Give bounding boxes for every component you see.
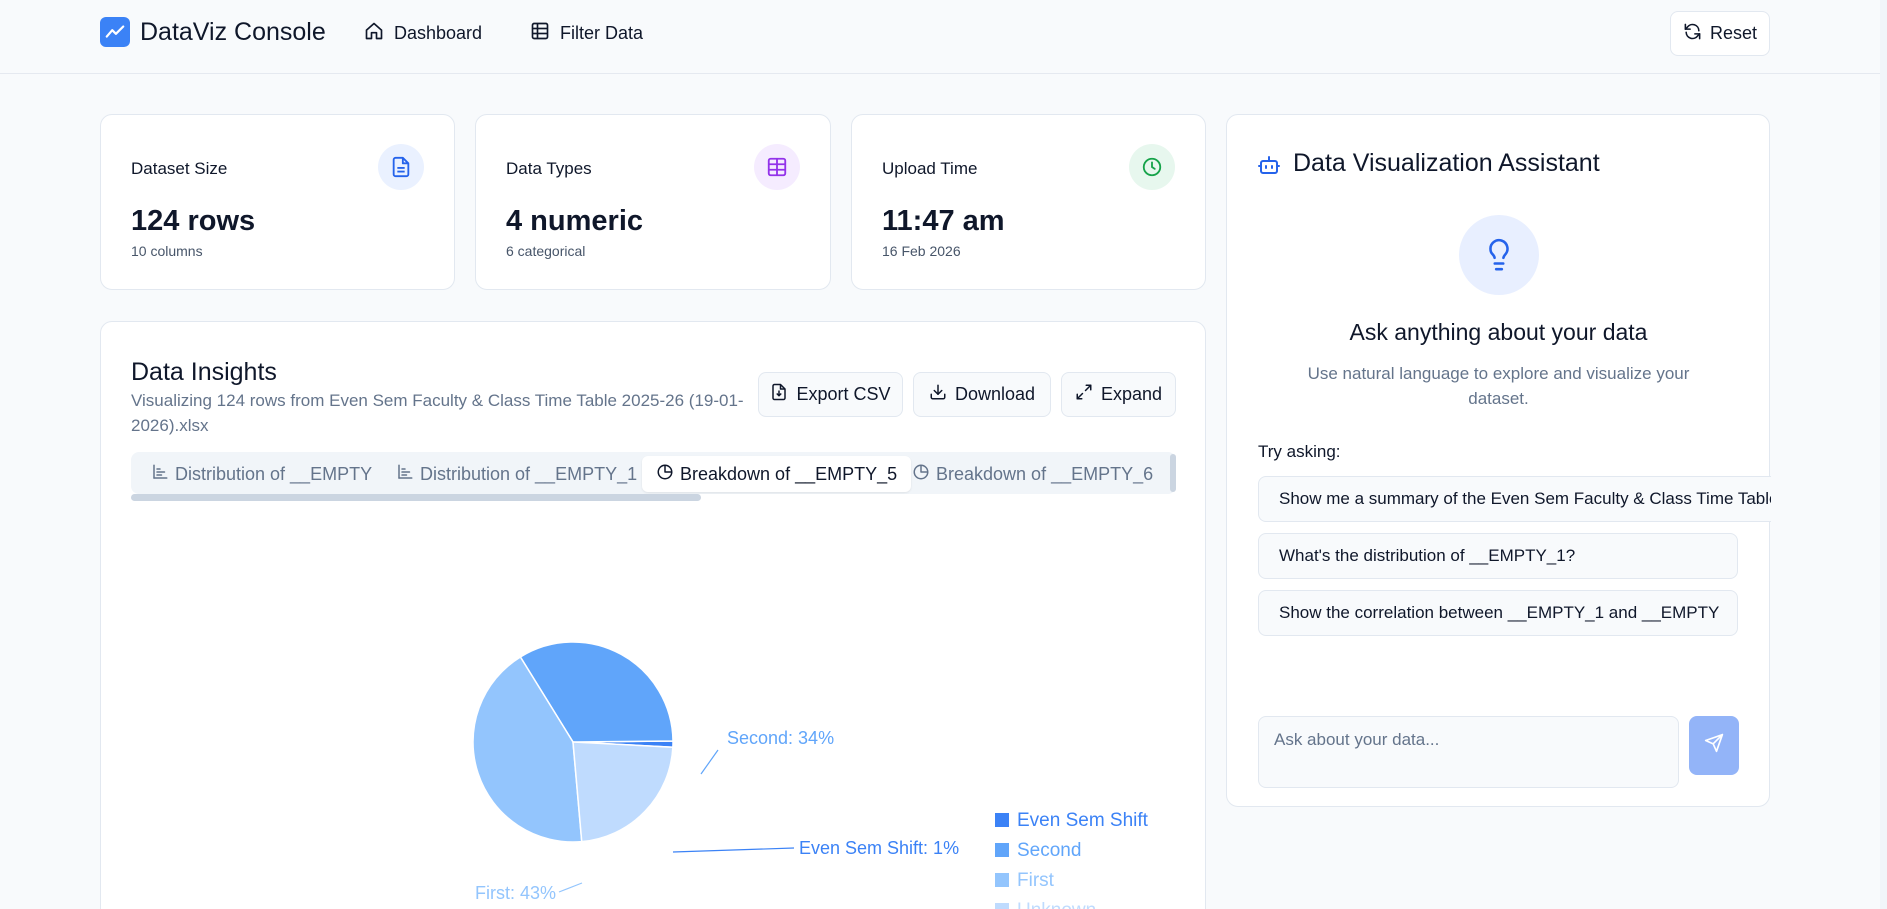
brand[interactable]: DataViz Console xyxy=(100,17,326,47)
legend-swatch xyxy=(995,843,1009,857)
reset-label: Reset xyxy=(1709,23,1758,43)
download-button[interactable]: Download xyxy=(913,372,1051,417)
pie-chart: Second: 34% Even Sem Shift: 1% First: 43% U… xyxy=(472,641,1149,909)
stat-label: Upload Time xyxy=(882,159,978,178)
pie-chart-icon xyxy=(912,463,930,486)
tabs-scrollbar-thumb[interactable] xyxy=(131,494,701,501)
send-icon xyxy=(1704,733,1724,758)
pie-leader-line xyxy=(700,749,719,775)
home-icon xyxy=(364,21,384,46)
tab-label: Breakdown of __EMPTY_6 xyxy=(936,463,1154,484)
assistant-heading: Ask anything about your data xyxy=(1349,319,1648,345)
pie-slice-second[interactable] xyxy=(519,641,674,743)
legend-swatch xyxy=(995,813,1009,827)
assistant-panel: Data Visualization Assistant Ask anythin… xyxy=(1226,114,1771,807)
tab-distribution-empty-1[interactable]: Distribution of __EMPTY_1 xyxy=(382,456,651,492)
stat-sub: 16 Feb 2026 xyxy=(882,243,961,259)
tab-distribution-empty[interactable]: Distribution of __EMPTY xyxy=(137,456,386,492)
nav-filter-data-label: Filter Data xyxy=(560,23,644,43)
nav-filter-data[interactable]: Filter Data xyxy=(530,21,643,46)
bot-icon xyxy=(1257,153,1281,182)
table-icon xyxy=(530,21,550,46)
nav-dashboard[interactable]: Dashboard xyxy=(364,21,482,46)
chart-line-icon xyxy=(100,17,130,47)
insights-subtitle: Visualizing 124 rows from Even Sem Facul… xyxy=(131,391,744,435)
export-csv-button[interactable]: Export CSV xyxy=(758,372,903,417)
tab-label: Distribution of __EMPTY_1 xyxy=(420,463,638,484)
suggestion-correlation[interactable]: Show the correlation between __EMPTY_1 a… xyxy=(1258,590,1738,636)
bar-chart-icon xyxy=(151,463,169,486)
legend-label[interactable]: Second xyxy=(1017,840,1081,861)
stat-card-data-types: Data Types 4 numeric 6 categorical xyxy=(475,114,831,290)
expand-button[interactable]: Expand xyxy=(1061,372,1176,417)
pie-slice-first[interactable] xyxy=(472,655,583,843)
stat-value: 4 numeric xyxy=(506,205,643,237)
download-icon xyxy=(929,383,947,406)
insights-title: Data Insights xyxy=(131,358,277,386)
file-export-icon xyxy=(770,383,788,406)
download-label: Download xyxy=(954,384,1036,404)
stat-label: Data Types xyxy=(506,159,592,178)
data-insights-card: Data Insights Visualizing 124 rows from … xyxy=(100,321,1206,909)
bar-chart-icon xyxy=(396,463,414,486)
stat-card-dataset-size: Dataset Size 124 rows 10 columns xyxy=(100,114,455,290)
pie-slice-label: Second: 34% xyxy=(727,728,834,748)
tab-breakdown-empty-6[interactable]: Breakdown of __EMPTY_6 xyxy=(898,456,1167,492)
try-asking-label: Try asking: xyxy=(1258,442,1341,461)
pie-leader-line xyxy=(672,847,795,853)
expand-label: Expand xyxy=(1100,384,1163,404)
refresh-icon xyxy=(1683,22,1702,46)
tab-label: Distribution of __EMPTY xyxy=(175,463,373,484)
stat-value: 124 rows xyxy=(131,205,256,237)
lightbulb-icon xyxy=(1459,215,1539,295)
send-button[interactable] xyxy=(1689,716,1739,775)
tab-label: Breakdown of __EMPTY_5 xyxy=(680,463,898,484)
export-csv-label: Export CSV xyxy=(796,384,891,404)
clock-icon xyxy=(1129,144,1175,190)
stat-card-upload-time: Upload Time 11:47 am 16 Feb 2026 xyxy=(851,114,1206,290)
assistant-title: Data Visualization Assistant xyxy=(1293,149,1600,177)
expand-icon xyxy=(1075,383,1093,406)
chart-tabs: Distribution of __EMPTY Distribution of … xyxy=(131,452,1176,494)
pie-chart-icon xyxy=(656,463,674,486)
assistant-description: Use natural language to explore and visu… xyxy=(1307,364,1690,408)
legend-swatch xyxy=(995,903,1009,909)
suggestion-distribution[interactable]: What's the distribution of __EMPTY_1? xyxy=(1258,533,1738,579)
pie-slice-unknown[interactable] xyxy=(572,741,674,843)
legend-label[interactable]: First xyxy=(1017,870,1055,891)
legend-label[interactable]: Unknown xyxy=(1017,900,1096,909)
grid-icon xyxy=(754,144,800,190)
legend-swatch xyxy=(995,873,1009,887)
stat-label: Dataset Size xyxy=(131,159,228,178)
stat-sub: 10 columns xyxy=(131,243,203,259)
tab-breakdown-empty-5[interactable]: Breakdown of __EMPTY_5 xyxy=(642,456,912,492)
pie-slice-label: Even Sem Shift: 1% xyxy=(799,838,959,858)
nav-dashboard-label: Dashboard xyxy=(394,23,483,43)
suggestion-summary[interactable]: Show me a summary of the Even Sem Facult… xyxy=(1258,476,1771,522)
file-icon xyxy=(378,144,424,190)
pie-leader-line xyxy=(558,882,583,893)
top-header: DataViz Console Dashboard Filter Data Re… xyxy=(0,0,1887,74)
pie-slice-label: First: 43% xyxy=(475,883,556,903)
reset-button[interactable]: Reset xyxy=(1670,11,1770,56)
stat-value: 11:47 am xyxy=(882,205,1005,237)
legend-label[interactable]: Even Sem Shift xyxy=(1017,810,1149,831)
brand-name: DataViz Console xyxy=(140,17,326,46)
stat-sub: 6 categorical xyxy=(506,243,586,259)
page-scrollbar[interactable] xyxy=(1880,0,1887,909)
tabs-scroll-edge xyxy=(1170,454,1176,492)
ask-input[interactable] xyxy=(1258,716,1679,788)
